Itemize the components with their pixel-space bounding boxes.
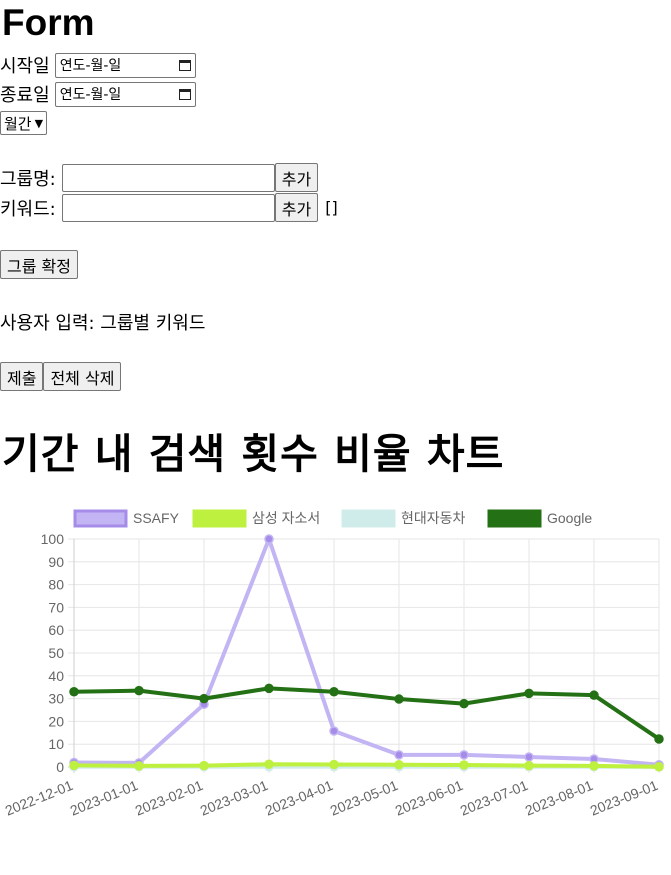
add-group-button[interactable]: 추가 bbox=[274, 163, 319, 192]
y-tick-label: 100 bbox=[41, 531, 65, 547]
data-point bbox=[199, 760, 209, 771]
x-tick-label: 2023-09-01 bbox=[588, 777, 661, 819]
delete-all-button[interactable]: 전체 삭제 bbox=[43, 362, 122, 391]
data-point bbox=[394, 694, 404, 704]
y-tick-label: 0 bbox=[56, 759, 64, 775]
start-date-input[interactable]: 연도-월-일 bbox=[54, 52, 196, 78]
series-line bbox=[73, 762, 660, 769]
series-line bbox=[73, 537, 660, 767]
data-point bbox=[459, 698, 469, 709]
y-tick-label: 10 bbox=[48, 736, 64, 752]
period-select[interactable]: 월간 ▼ bbox=[0, 111, 48, 135]
end-date-placeholder: 연도-월-일 bbox=[59, 87, 122, 103]
y-tick-label: 20 bbox=[48, 713, 64, 729]
y-tick-label: 80 bbox=[48, 577, 64, 593]
y-tick-label: 90 bbox=[48, 554, 64, 570]
y-tick-label: 60 bbox=[48, 622, 64, 638]
y-tick-label: 30 bbox=[48, 691, 64, 707]
y-tick-label: 70 bbox=[48, 599, 64, 615]
data-point bbox=[264, 534, 274, 544]
keyword-label: 키워드: bbox=[0, 198, 56, 220]
start-date-label: 시작일 bbox=[0, 56, 50, 77]
end-date-input[interactable]: 연도-월-일 bbox=[54, 81, 196, 107]
data-point bbox=[459, 750, 469, 760]
data-point bbox=[329, 687, 339, 697]
data-point bbox=[134, 685, 144, 696]
legend-swatch bbox=[341, 509, 396, 528]
user-input-text: 사용자 입력: 그룹별 키워드 bbox=[0, 313, 206, 334]
calendar-icon[interactable] bbox=[178, 88, 191, 100]
data-point bbox=[589, 761, 599, 771]
keyword-list: [] bbox=[325, 198, 338, 217]
x-tick-label: 2023-06-01 bbox=[393, 777, 466, 819]
y-tick-label: 40 bbox=[48, 668, 64, 684]
group-name-input[interactable] bbox=[61, 163, 275, 192]
data-point bbox=[394, 759, 404, 770]
form-title: Form bbox=[2, 2, 95, 43]
calendar-icon[interactable] bbox=[178, 59, 191, 71]
data-point bbox=[459, 760, 469, 770]
data-point bbox=[524, 688, 534, 699]
x-tick-label: 2023-02-01 bbox=[133, 777, 206, 819]
x-tick-label: 2023-03-01 bbox=[198, 777, 271, 819]
x-tick-label: 2023-04-01 bbox=[263, 777, 336, 819]
data-point bbox=[69, 760, 79, 771]
data-point bbox=[264, 759, 274, 770]
data-point bbox=[589, 690, 599, 700]
line-chart: SSAFY 삼성 자소서 현대자동차 Google 0 10 20 30 40 50 60 70 80… bbox=[3, 509, 664, 819]
data-point bbox=[524, 760, 534, 771]
series-line bbox=[73, 686, 661, 741]
data-point bbox=[69, 687, 79, 697]
x-tick-label: 2023-07-01 bbox=[458, 777, 531, 819]
data-point bbox=[394, 750, 404, 760]
group-row: 그룹명: 추가 bbox=[0, 163, 319, 192]
legend-swatch bbox=[487, 509, 542, 528]
data-point bbox=[329, 726, 339, 736]
x-tick-label: 2023-05-01 bbox=[328, 777, 401, 819]
data-point bbox=[264, 683, 274, 694]
data-point bbox=[134, 761, 144, 771]
legend-label: 삼성 자소서 bbox=[252, 510, 320, 526]
data-point bbox=[654, 762, 664, 772]
period-select-value: 월간 bbox=[4, 114, 32, 133]
x-tick-label: 2022-12-01 bbox=[3, 777, 76, 819]
group-label: 그룹명: bbox=[0, 168, 56, 190]
add-keyword-button[interactable]: 추가 bbox=[274, 193, 319, 222]
x-tick-label: 2023-01-01 bbox=[68, 777, 141, 819]
chart-heading: 기간 내 검색 횟수 비율 차트 bbox=[2, 430, 505, 478]
data-point bbox=[524, 752, 534, 762]
legend-label: SSAFY bbox=[133, 510, 180, 526]
legend-label: Google bbox=[547, 510, 592, 526]
start-date-placeholder: 연도-월-일 bbox=[59, 58, 122, 74]
keyword-row: 키워드: 추가 [] bbox=[0, 193, 338, 222]
legend-swatch bbox=[73, 509, 128, 528]
y-tick-label: 50 bbox=[48, 645, 64, 661]
legend-label: 현대자동차 bbox=[401, 510, 466, 526]
data-point bbox=[199, 693, 209, 704]
data-point bbox=[329, 759, 339, 770]
keyword-input[interactable] bbox=[61, 193, 275, 222]
x-tick-label: 2023-08-01 bbox=[523, 777, 596, 819]
data-point bbox=[654, 734, 664, 744]
end-date-row: 종료일 연도-월-일 bbox=[0, 81, 196, 107]
start-date-row: 시작일 연도-월-일 bbox=[0, 52, 196, 78]
legend-swatch bbox=[192, 509, 247, 528]
submit-button[interactable]: 제출 bbox=[0, 362, 44, 391]
end-date-label: 종료일 bbox=[0, 85, 50, 106]
chevron-down-icon: ▼ bbox=[34, 116, 44, 130]
confirm-group-button[interactable]: 그룹 확정 bbox=[0, 250, 78, 279]
